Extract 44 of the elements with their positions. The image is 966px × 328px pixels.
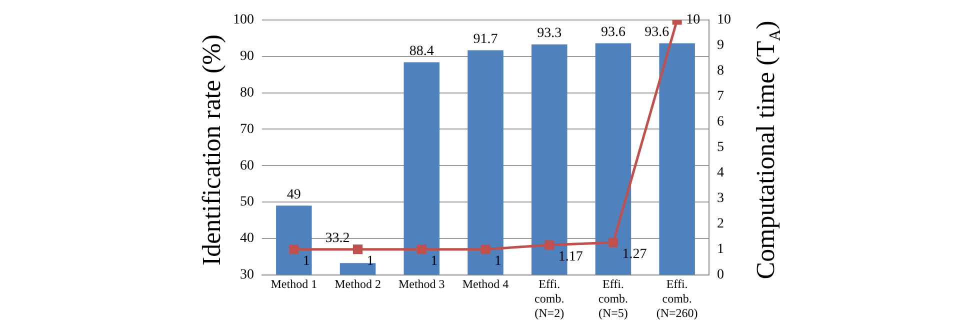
data-label: 1 <box>494 254 502 269</box>
data-label: 49 <box>286 187 301 202</box>
point <box>353 244 363 254</box>
point <box>289 244 299 254</box>
x-tick-label: Effi. comb. (N=5) <box>598 277 628 320</box>
y-tick-label: 90 <box>240 49 254 64</box>
y2-tick-label: 3 <box>717 191 724 206</box>
x-tick-label: Effi. comb. (N=2) <box>534 277 564 320</box>
y2-tick-label: 2 <box>717 216 724 232</box>
x-tick-label: Method 2 <box>334 277 381 292</box>
x-tick-label: Method 4 <box>462 277 509 292</box>
y-tick-label: 60 <box>240 158 254 174</box>
y-tick-label: 30 <box>240 267 254 282</box>
data-label: 10 <box>686 12 700 28</box>
y2-tick-label: 4 <box>717 166 724 181</box>
x-tick-label: Effi. comb. (N=260) <box>656 277 698 320</box>
point <box>544 240 554 250</box>
data-label: 93.6 <box>600 24 626 40</box>
data-label: 33.2 <box>325 230 350 246</box>
y2-tick-label: 9 <box>717 38 724 54</box>
point <box>608 238 618 248</box>
y-axis-title: Identification rate (%) <box>197 34 227 266</box>
y-tick-label: 50 <box>240 194 254 210</box>
x-tick-label: Method 3 <box>398 277 445 292</box>
y2-tick-label: 7 <box>717 89 724 104</box>
data-label: 93.3 <box>537 26 562 42</box>
data-label: 88.4 <box>409 44 434 59</box>
y2-tick-label: 0 <box>717 267 724 282</box>
data-label: 1 <box>430 254 438 269</box>
y-tick-label: 70 <box>240 122 254 137</box>
y2-tick-label: 8 <box>717 64 724 79</box>
data-label: 93.6 <box>644 24 670 40</box>
y2-tick-label: 1 <box>717 242 724 257</box>
data-label: 91.7 <box>473 32 498 47</box>
y-tick-label: 100 <box>233 12 254 28</box>
y2-tick-label: 10 <box>717 12 731 28</box>
y2-tick-label: 5 <box>717 140 724 156</box>
y2-tick-label: 6 <box>717 114 724 130</box>
point <box>480 244 490 254</box>
point <box>416 244 426 254</box>
x-tick-label: Method 1 <box>270 277 318 292</box>
y-tick-label: 80 <box>240 85 254 100</box>
data-label: 1 <box>302 254 310 269</box>
y-tick-label: 40 <box>240 231 254 246</box>
